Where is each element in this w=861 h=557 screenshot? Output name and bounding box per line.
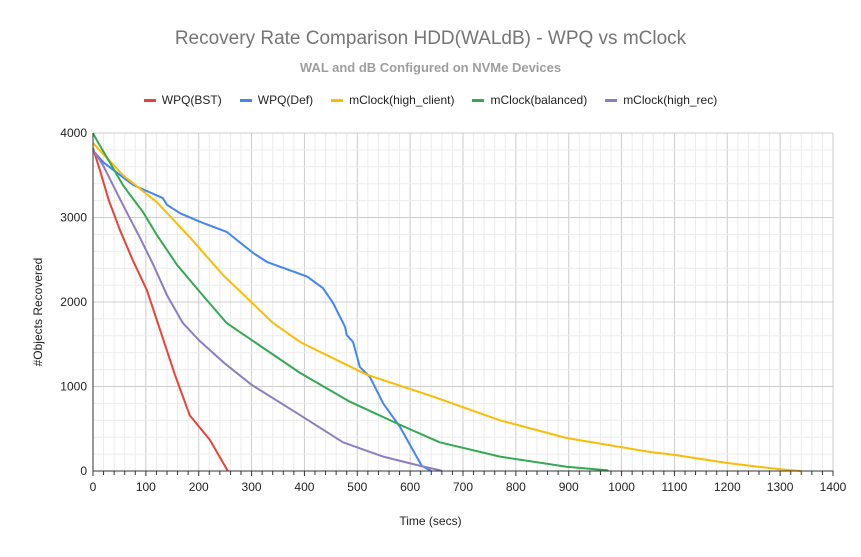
- x-tick-label: 700: [453, 480, 473, 494]
- legend-swatch: [239, 98, 252, 102]
- y-tick-label: 4000: [60, 126, 87, 140]
- legend-item[interactable]: mClock(balanced): [472, 93, 587, 107]
- legend-swatch: [143, 98, 156, 102]
- legend-label: mClock(high_rec): [623, 93, 718, 107]
- legend-swatch: [472, 98, 485, 102]
- x-tick-label: 1400: [820, 480, 847, 494]
- y-tick-label: 0: [80, 464, 87, 478]
- legend-label: mClock(balanced): [490, 93, 588, 107]
- legend-label: WPQ(BST): [161, 93, 222, 107]
- series-line-mclock-high-client: [92, 142, 802, 472]
- legend-swatch: [605, 98, 618, 102]
- x-tick-label: 800: [506, 480, 526, 494]
- series-line-mclock-high-rec: [92, 149, 443, 472]
- series-line-wpq-def: [92, 150, 432, 472]
- legend-label: WPQ(Def): [257, 93, 314, 107]
- chart-subtitle: WAL and dB Configured on NVMe Devices: [299, 60, 562, 75]
- y-tick-label: 2000: [60, 295, 87, 309]
- series-line-mclock-balanced: [92, 132, 609, 472]
- x-tick-label: 200: [189, 480, 209, 494]
- x-tick-label: 100: [136, 480, 156, 494]
- x-tick-label: 300: [242, 480, 262, 494]
- legend-item[interactable]: WPQ(BST): [143, 93, 222, 107]
- x-tick-label: 500: [347, 480, 367, 494]
- x-tick-label: 1300: [767, 480, 794, 494]
- x-tick-label: 600: [400, 480, 420, 494]
- y-tick-label: 1000: [60, 380, 87, 394]
- x-tick-label: 1100: [662, 480, 688, 494]
- legend-label: mClock(high_client): [349, 93, 455, 107]
- x-tick-label: 400: [294, 480, 314, 494]
- y-axis-title: #Objects Recovered: [31, 257, 45, 367]
- legend-item[interactable]: WPQ(Def): [239, 93, 314, 107]
- x-tick-label: 1200: [714, 480, 741, 494]
- chart-title: Recovery Rate Comparison HDD(WALdB) - WP…: [174, 28, 687, 49]
- legend-item[interactable]: mClock(high_client): [331, 93, 454, 107]
- x-tick-label: 1000: [608, 480, 635, 494]
- x-axis-title: Time (secs): [399, 514, 462, 528]
- y-tick-label: 3000: [60, 211, 87, 225]
- legend-swatch: [331, 98, 344, 102]
- legend-item[interactable]: mClock(high_rec): [605, 93, 717, 107]
- x-tick-label: 900: [559, 480, 579, 494]
- x-tick-label: 0: [90, 480, 97, 494]
- series-line-wpq-bst: [92, 147, 229, 472]
- legend: WPQ(BST) WPQ(Def) mClock(high_client) mCloc…: [0, 93, 861, 107]
